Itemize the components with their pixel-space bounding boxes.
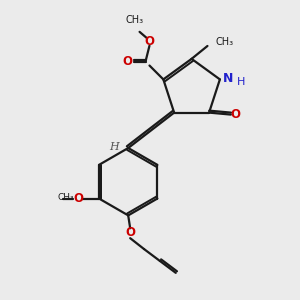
Text: CH₃: CH₃ — [215, 37, 233, 47]
Text: H: H — [236, 77, 245, 87]
Text: O: O — [145, 35, 154, 48]
Text: O: O — [231, 108, 241, 121]
Text: O: O — [73, 192, 83, 205]
Text: H: H — [110, 142, 119, 152]
Text: CH₃: CH₃ — [57, 193, 74, 202]
Text: N: N — [223, 72, 233, 85]
Text: O: O — [123, 55, 133, 68]
Text: O: O — [125, 226, 135, 239]
Text: CH₃: CH₃ — [125, 15, 144, 25]
